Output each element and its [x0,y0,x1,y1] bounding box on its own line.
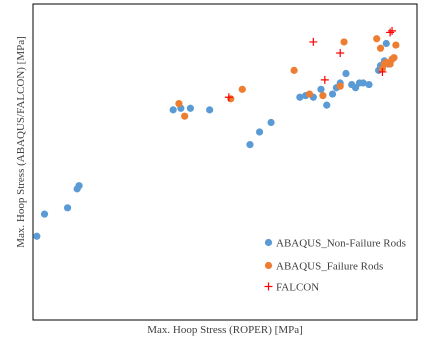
legend-label-failure-rods: ABAQUS_Failure Rods [276,261,383,273]
point-abaqus-failure-rods-6 [305,90,314,98]
point-abaqus-failure-rods-11 [376,44,385,52]
y-axis-title: Max. Hoop Stress (ABAQUS/FALCON) [MPa] [15,36,27,248]
point-falcon-3 [320,75,329,84]
legend-marker-failure-rods [264,261,273,270]
point-abaqus-non-failure-rods-13 [296,93,304,101]
point-abaqus-failure-rods-8 [336,82,344,90]
point-abaqus-non-failure-rods-11 [255,128,264,136]
point-abaqus-non-failure-rods-9 [206,106,214,114]
point-abaqus-non-failure-rods-3 [63,204,72,212]
legend-label-non-failure-rods: ABAQUS_Non-Failure Rods [276,238,406,250]
point-abaqus-failure-rods-2 [181,112,189,120]
legend-label-falcon: FALCON [276,282,319,294]
legend: ABAQUS_Non-Failure Rods ABAQUS_Failure R… [264,238,406,294]
data-points [33,26,400,240]
point-abaqus-non-failure-rods-17 [323,101,331,109]
point-abaqus-non-failure-rods-2 [40,210,49,218]
point-abaqus-non-failure-rods-1 [33,232,41,240]
point-abaqus-failure-rods-1 [175,99,183,108]
point-abaqus-non-failure-rods-12 [267,118,275,127]
point-abaqus-non-failure-rods-25 [359,79,367,87]
point-abaqus-non-failure-rods-18 [328,90,337,98]
plot-area-frame [32,3,418,321]
point-abaqus-failure-rods-5 [290,66,298,74]
point-abaqus-non-failure-rods-8 [186,104,195,112]
point-falcon-2 [309,37,318,46]
point-abaqus-failure-rods-18 [392,41,400,49]
point-abaqus-failure-rods-4 [238,85,246,93]
point-abaqus-non-failure-rods-16 [317,85,325,93]
point-falcon-1 [224,93,233,102]
x-axis-title: Max. Hoop Stress (ROPER) [MPa] [147,324,303,336]
point-abaqus-failure-rods-9 [340,38,348,46]
point-abaqus-failure-rods-17 [390,54,398,62]
point-falcon-5 [378,67,387,76]
point-abaqus-failure-rods-7 [319,92,327,100]
legend-marker-falcon [264,282,273,291]
point-falcon-7 [388,26,397,35]
point-abaqus-non-failure-rods-6 [169,106,177,114]
legend-marker-non-failure-rods [264,238,273,247]
point-falcon-4 [336,48,345,57]
point-abaqus-non-failure-rods-26 [365,80,373,89]
point-abaqus-non-failure-rods-30 [382,39,390,48]
point-abaqus-non-failure-rods-5 [75,182,83,190]
point-abaqus-non-failure-rods-10 [246,141,254,149]
point-abaqus-non-failure-rods-21 [342,69,350,78]
point-abaqus-failure-rods-10 [373,35,381,43]
point-falcon-6 [386,28,395,37]
